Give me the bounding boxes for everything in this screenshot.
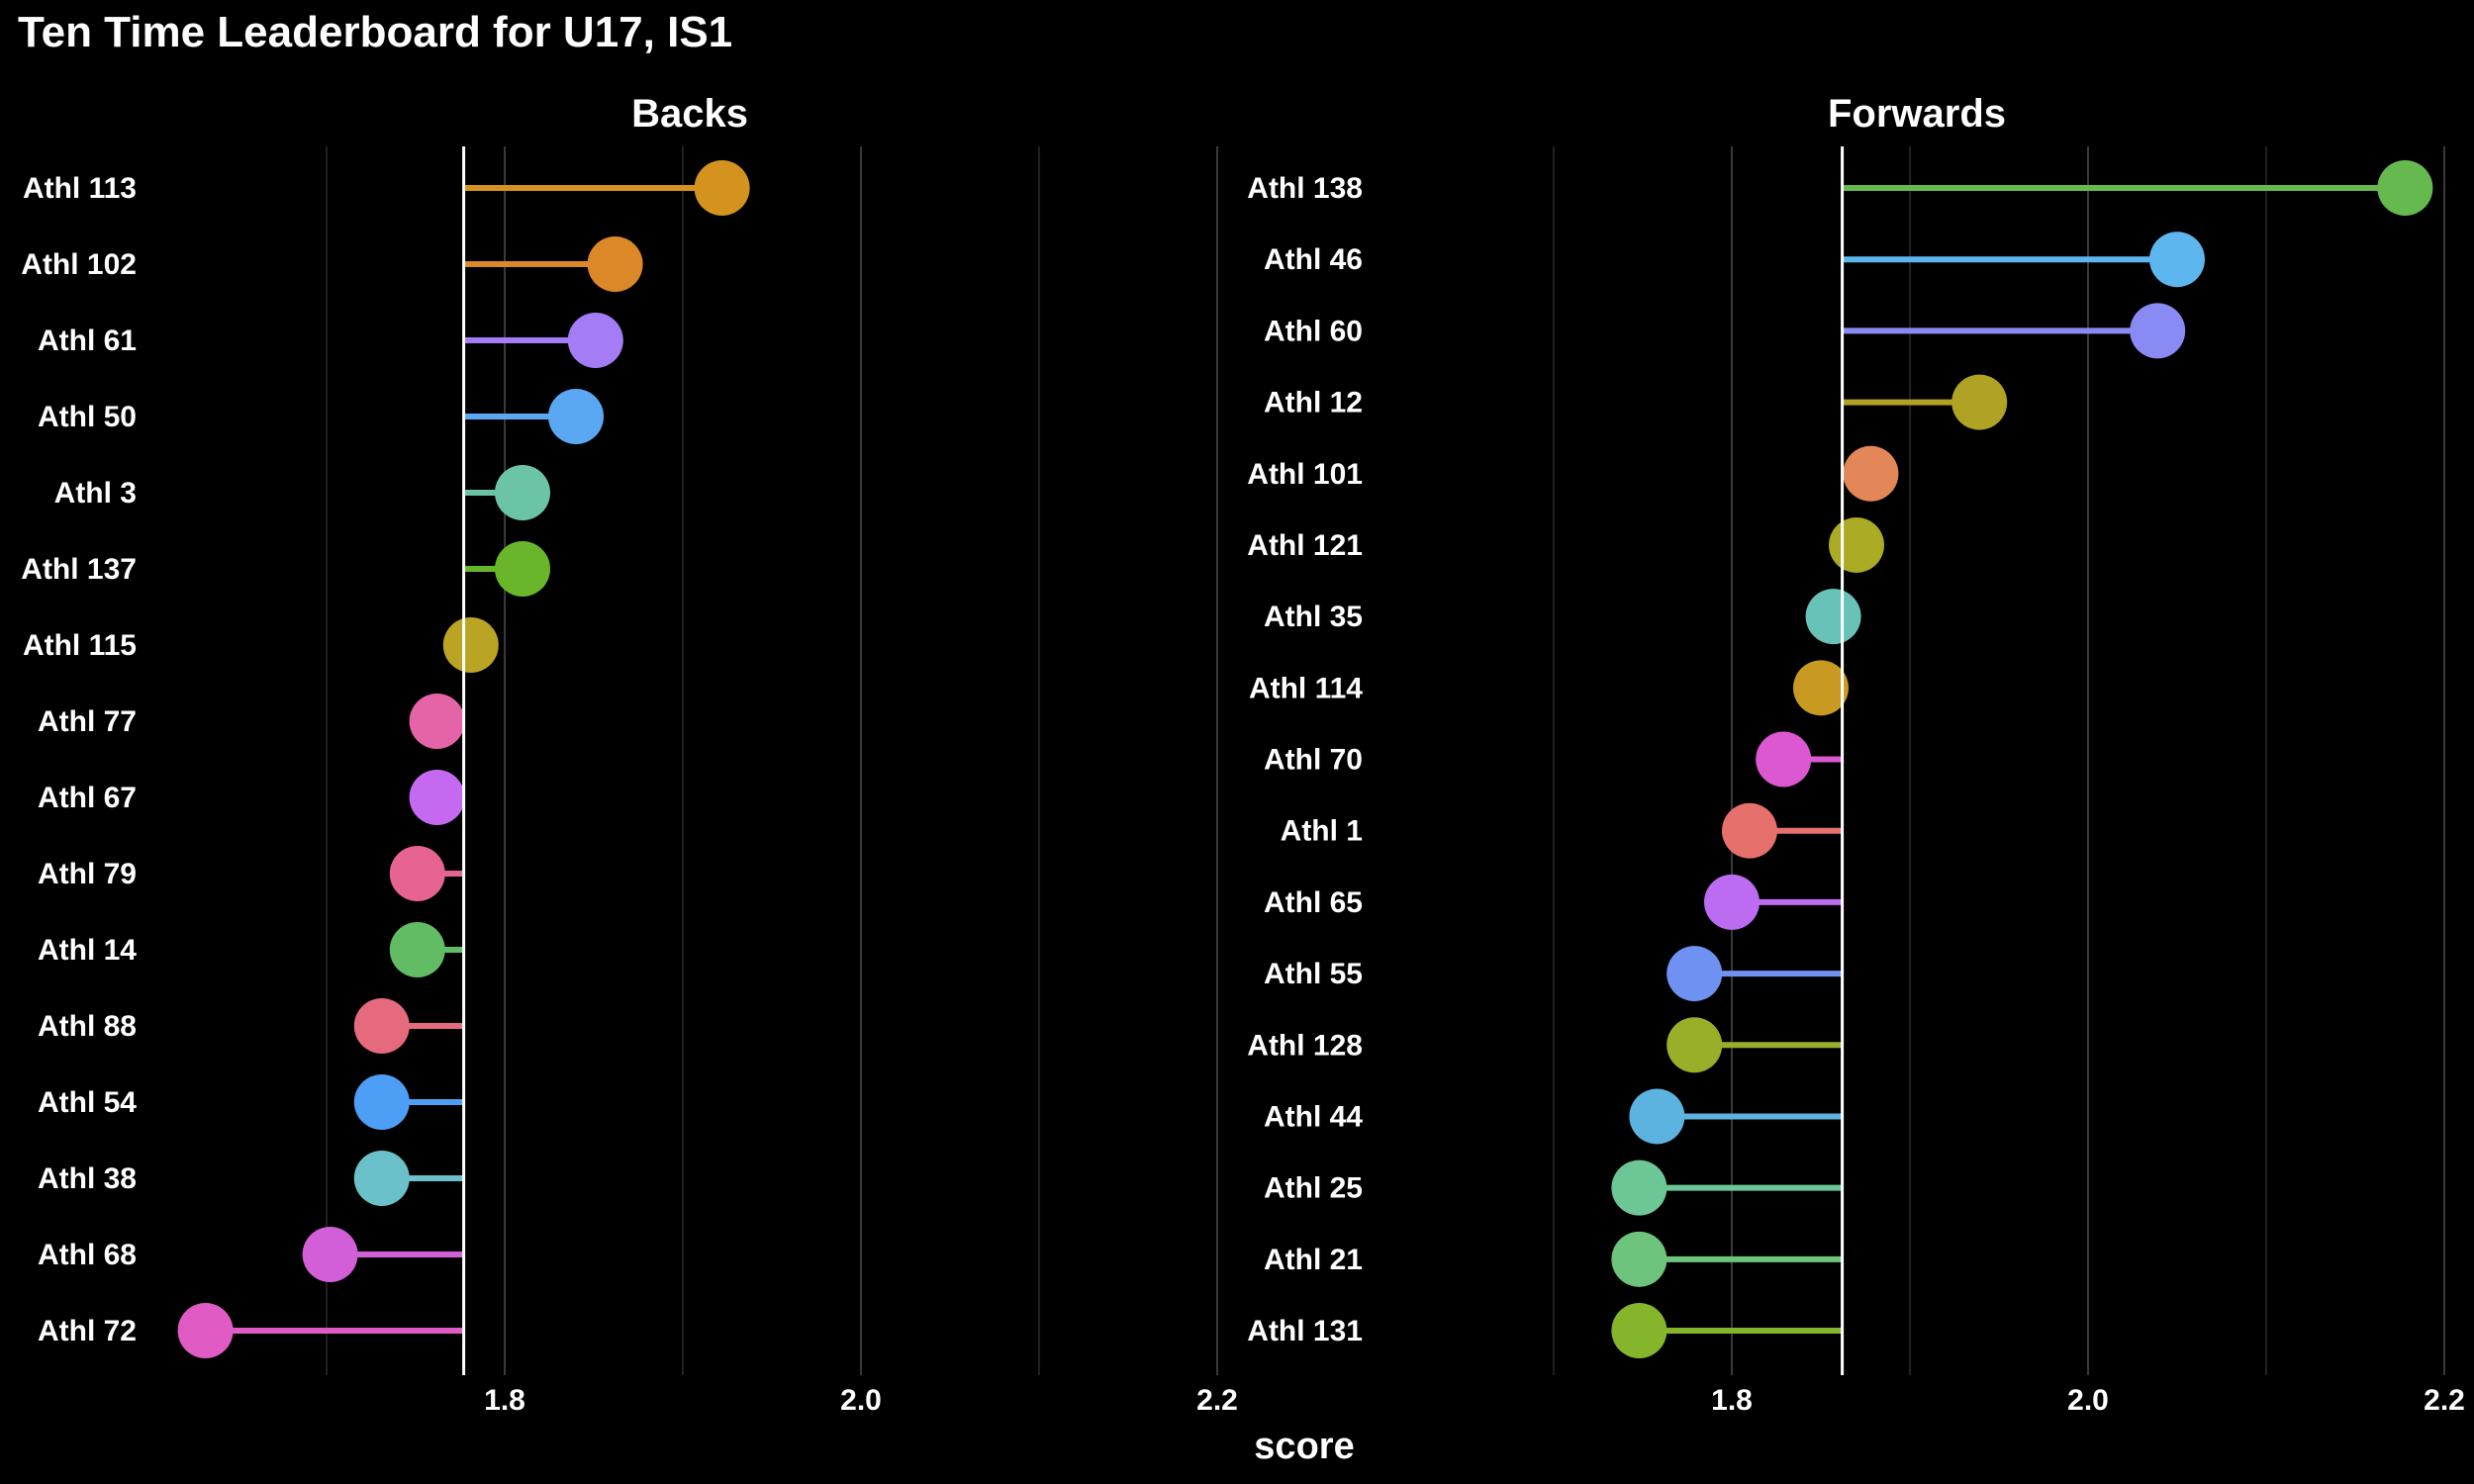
lollipop-point — [1666, 946, 1723, 1002]
lollipop-point — [1829, 516, 1884, 573]
athlete-label: Athl 131 — [1247, 1315, 1363, 1347]
athlete-label: Athl 55 — [1264, 958, 1363, 990]
lollipop-point — [1611, 1303, 1667, 1358]
lollipop-point — [1805, 589, 1861, 645]
lollipop-point — [353, 1074, 410, 1130]
lollipop-point — [409, 770, 465, 825]
x-tick-label: 2.2 — [2424, 1384, 2465, 1417]
athlete-label: Athl 77 — [38, 705, 137, 738]
athlete-label: Athl 68 — [38, 1239, 137, 1271]
lollipop-point — [353, 998, 410, 1054]
athlete-label: Athl 14 — [38, 934, 137, 967]
athlete-label: Athl 67 — [38, 782, 137, 814]
x-axis-label: score — [1254, 1426, 1354, 1467]
lollipop-point — [177, 1303, 234, 1358]
panel-title: Forwards — [1828, 92, 2006, 136]
athlete-label: Athl 137 — [21, 553, 137, 586]
athlete-label: Athl 70 — [1264, 744, 1363, 777]
athlete-label: Athl 50 — [38, 401, 137, 433]
x-tick-label: 1.8 — [1711, 1384, 1753, 1417]
lollipop-point — [2149, 232, 2205, 288]
lollipop-point — [409, 694, 465, 749]
athlete-label: Athl 102 — [21, 248, 137, 281]
athlete-label: Athl 121 — [1247, 529, 1363, 562]
athlete-label: Athl 138 — [1247, 172, 1363, 205]
athlete-label: Athl 88 — [38, 1010, 137, 1043]
lollipop-point — [442, 617, 499, 673]
lollipop-point — [1951, 374, 2008, 430]
athlete-label: Athl 65 — [1264, 886, 1363, 919]
lollipop-point — [1611, 1231, 1667, 1287]
lollipop-point — [587, 236, 643, 292]
lollipop-point — [1611, 1159, 1667, 1216]
athlete-label: Athl 21 — [1264, 1244, 1363, 1276]
lollipop-point — [495, 541, 550, 597]
lollipop-point — [495, 465, 550, 520]
lollipop-point — [567, 313, 623, 368]
lollipop-point — [353, 1151, 410, 1206]
lollipop-point — [2130, 303, 2186, 359]
athlete-label: Athl 72 — [38, 1315, 137, 1347]
lollipop-point — [1793, 660, 1849, 716]
athlete-label: Athl 114 — [1249, 672, 1363, 704]
lollipop-point — [1722, 802, 1777, 859]
athlete-label: Athl 115 — [23, 629, 137, 662]
athlete-label: Athl 44 — [1264, 1100, 1363, 1133]
lollipop-point — [2377, 160, 2433, 216]
athlete-label: Athl 3 — [54, 477, 137, 510]
x-tick-label: 2.0 — [840, 1384, 882, 1417]
lollipop-point — [1843, 445, 1899, 502]
chart-title: Ten Time Leaderboard for U17, IS1 — [18, 8, 733, 56]
lollipop-point — [548, 389, 604, 444]
athlete-label: Athl 46 — [1264, 243, 1363, 276]
athlete-label: Athl 113 — [23, 172, 137, 205]
lollipop-point — [389, 922, 445, 977]
x-tick-label: 2.2 — [1196, 1384, 1238, 1417]
lollipop-point — [1704, 874, 1760, 930]
lollipop-point — [389, 846, 445, 901]
athlete-label: Athl 128 — [1247, 1029, 1363, 1062]
athlete-label: Athl 60 — [1264, 315, 1363, 347]
panel-title: Backs — [631, 92, 748, 136]
athlete-label: Athl 25 — [1264, 1172, 1363, 1205]
lollipop-point — [1666, 1017, 1723, 1073]
athlete-label: Athl 61 — [38, 325, 137, 357]
athlete-label: Athl 79 — [38, 858, 137, 890]
athlete-label: Athl 101 — [1247, 458, 1363, 491]
lollipop-point — [302, 1227, 358, 1282]
lollipop-point — [1756, 731, 1812, 788]
athlete-label: Athl 38 — [38, 1162, 137, 1195]
athlete-label: Athl 12 — [1264, 387, 1363, 419]
x-tick-label: 2.0 — [2067, 1384, 2109, 1417]
lollipop-point — [1629, 1088, 1685, 1145]
lollipop-point — [694, 160, 750, 216]
x-tick-label: 1.8 — [484, 1384, 525, 1417]
athlete-label: Athl 54 — [38, 1086, 137, 1119]
athlete-label: Athl 1 — [1281, 815, 1363, 848]
athlete-label: Athl 35 — [1264, 601, 1363, 633]
